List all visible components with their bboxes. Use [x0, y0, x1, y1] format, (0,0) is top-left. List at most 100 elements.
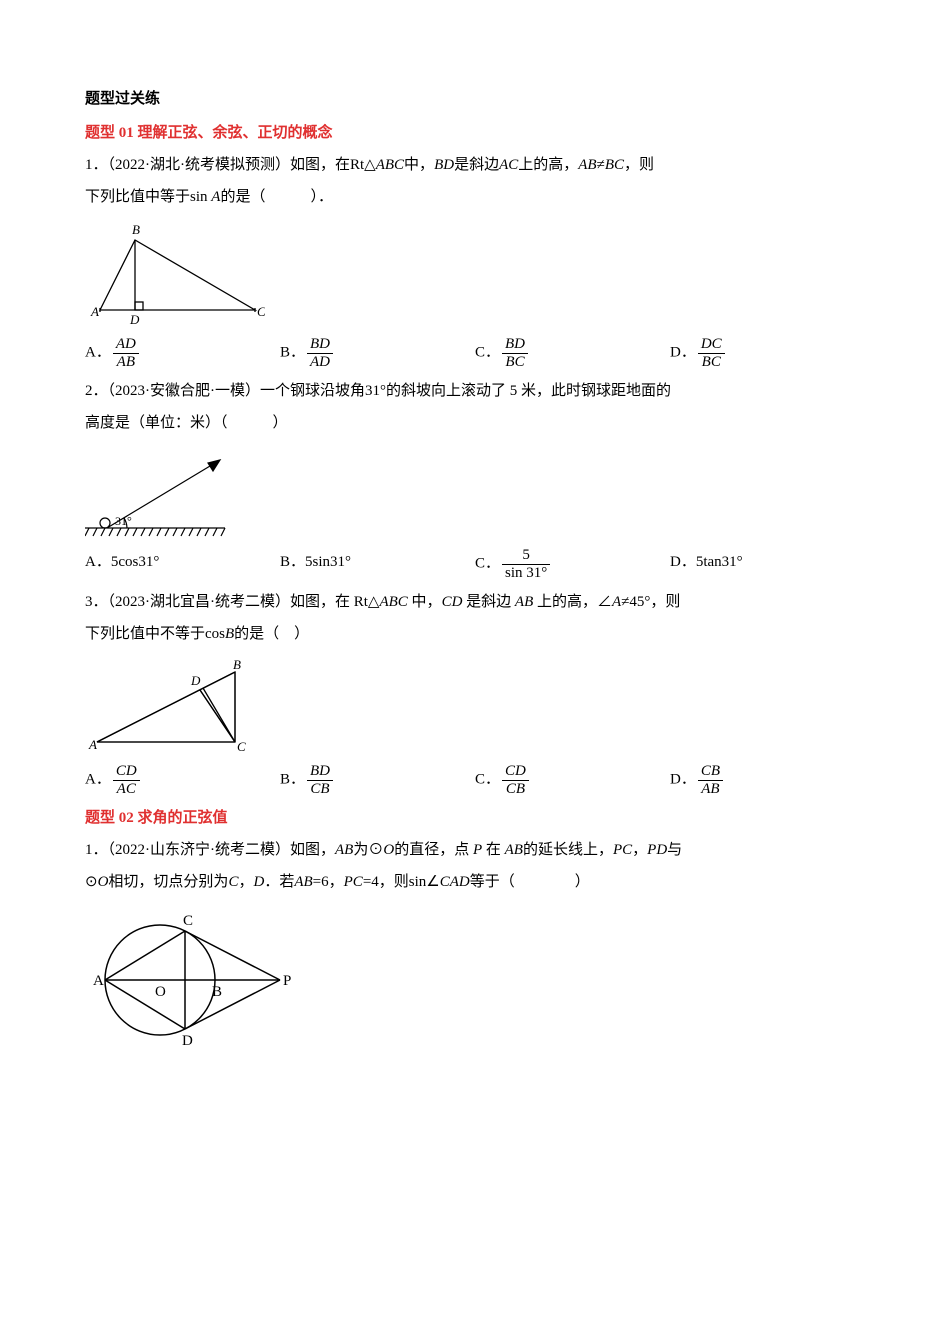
label-D: D — [182, 1033, 193, 1049]
t: 1．（2022·山东济宁·统考二模）如图， — [85, 842, 335, 858]
t: 3．（2023·湖北宜昌·统考二模）如图，在 Rt△ — [85, 594, 379, 610]
choice-d: D．5tan31° — [670, 547, 865, 581]
choice-b: B．BDAD — [280, 336, 475, 370]
t: A — [612, 594, 621, 610]
t: D — [253, 874, 264, 890]
frac-num: CB — [698, 763, 723, 780]
s01-q3-line1: 3．（2023·湖北宜昌·统考二模）如图，在 Rt△ABC 中，CD 是斜边 A… — [85, 587, 865, 617]
s01-q2-line1: 2．（2023·安徽合肥·一模）一个钢球沿坡角31°的斜坡向上滚动了 5 米，此… — [85, 376, 865, 406]
section02-title: 题型 02 求角的正弦值 — [85, 803, 865, 833]
frac-den: AD — [307, 353, 333, 371]
t: 中， — [404, 157, 434, 173]
frac-den: BC — [502, 353, 528, 371]
s01-q3-line2: 下列比值中不等于cosB的是（ ） — [85, 619, 865, 649]
val: 5tan31° — [696, 554, 743, 570]
s01-q2-line2: 高度是（单位：米）（ ） — [85, 408, 865, 438]
s01-q3-choices: A．CDAC B．BDCB C．CDCB D．CBAB — [85, 763, 865, 797]
s01-q1-bd: BD — [434, 157, 454, 173]
choice-c: C．BDBC — [475, 336, 670, 370]
t: 中， — [408, 594, 442, 610]
t: 6 — [321, 874, 329, 890]
t: O — [98, 874, 109, 890]
choice-b: B．5sin31° — [280, 547, 475, 581]
label-B: B — [233, 657, 241, 672]
s01-q1-line2: 下列比值中等于sin A的是（ ）． — [85, 182, 865, 212]
t: = — [313, 874, 321, 890]
label-A: A — [90, 304, 99, 319]
t: PC — [344, 874, 363, 890]
label-P: P — [283, 973, 291, 989]
angle-label: 31° — [115, 514, 132, 528]
t: 相切，切点分别为 — [108, 874, 228, 890]
frac-num: AD — [113, 336, 139, 353]
label-D: D — [129, 312, 140, 327]
choice-d: D．CBAB — [670, 763, 865, 797]
frac-den: CB — [502, 780, 529, 798]
t: 4 — [371, 874, 379, 890]
val: 5cos31° — [111, 554, 160, 570]
choice-c: C．CDCB — [475, 763, 670, 797]
t: ABC — [379, 594, 407, 610]
label-O: O — [155, 984, 166, 1000]
frac-num: CD — [113, 763, 140, 780]
t: ，则 — [624, 157, 654, 173]
t: ．若 — [264, 874, 294, 890]
frac-den: AB — [698, 780, 723, 798]
label-A: A — [88, 737, 97, 752]
t: ≠45°，则 — [621, 594, 680, 610]
t: 上的高， — [518, 157, 578, 173]
t: 的直径，点 — [394, 842, 473, 858]
s01-q3-figure: A B C D — [85, 657, 865, 757]
choice-a: A．5cos31° — [85, 547, 280, 581]
t: PD — [647, 842, 667, 858]
t: 在 — [482, 842, 505, 858]
s01-q1-text: 1．（2022·湖北·统考模拟预测）如图，在Rt△ — [85, 157, 376, 173]
s02-q1-line1: 1．（2022·山东济宁·统考二模）如图，AB为⊙O的直径，点 P 在 AB的延… — [85, 835, 865, 865]
frac-den: AC — [113, 780, 140, 798]
t: AB — [515, 594, 533, 610]
t: 上的高，∠ — [533, 594, 612, 610]
choice-b: B．BDCB — [280, 763, 475, 797]
t: ，则sin∠ — [379, 874, 440, 890]
s01-q1-figure: A B C D — [85, 220, 865, 330]
label-C: C — [237, 739, 246, 754]
t: ≠ — [597, 157, 605, 173]
frac-num: BD — [307, 763, 333, 780]
t: 是斜边 — [462, 594, 515, 610]
t: B — [225, 626, 234, 642]
t: ， — [238, 874, 253, 890]
s01-q1-bc: BC — [605, 157, 624, 173]
t: 等于（ ） — [470, 874, 590, 890]
t: PC — [613, 842, 632, 858]
val: 5sin31° — [305, 554, 351, 570]
s01-q1-ab: AB — [578, 157, 596, 173]
s01-q1-choices: A．ADAB B．BDAD C．BDBC D．DCBC — [85, 336, 865, 370]
t: ⊙ — [85, 874, 98, 890]
frac-num: BD — [502, 336, 528, 353]
t: 是斜边 — [454, 157, 499, 173]
t: O — [383, 842, 394, 858]
s01-q1-line1: 1．（2022·湖北·统考模拟预测）如图，在Rt△ABC中，BD是斜边AC上的高… — [85, 150, 865, 180]
choice-a: A．ADAB — [85, 336, 280, 370]
t: 下列比值中等于sin — [85, 189, 211, 205]
label-C: C — [257, 304, 265, 319]
t: 的延长线上， — [523, 842, 613, 858]
frac-den: sin 31° — [502, 564, 550, 582]
t: CAD — [440, 874, 470, 890]
t: P — [473, 842, 482, 858]
t: AB — [505, 842, 523, 858]
frac-den: AB — [113, 353, 139, 371]
s01-q1-ac: AC — [499, 157, 518, 173]
s01-q2-figure: 31° — [85, 446, 865, 541]
label-B: B — [132, 222, 140, 237]
t: ， — [632, 842, 647, 858]
frac-den: BC — [698, 353, 725, 371]
frac-num: 5 — [502, 547, 550, 564]
main-title: 题型过关练 — [85, 84, 865, 114]
frac-den: CB — [307, 780, 333, 798]
t: 与 — [667, 842, 682, 858]
t: AB — [294, 874, 312, 890]
label-D: D — [190, 673, 201, 688]
frac-num: CD — [502, 763, 529, 780]
t: C — [228, 874, 238, 890]
